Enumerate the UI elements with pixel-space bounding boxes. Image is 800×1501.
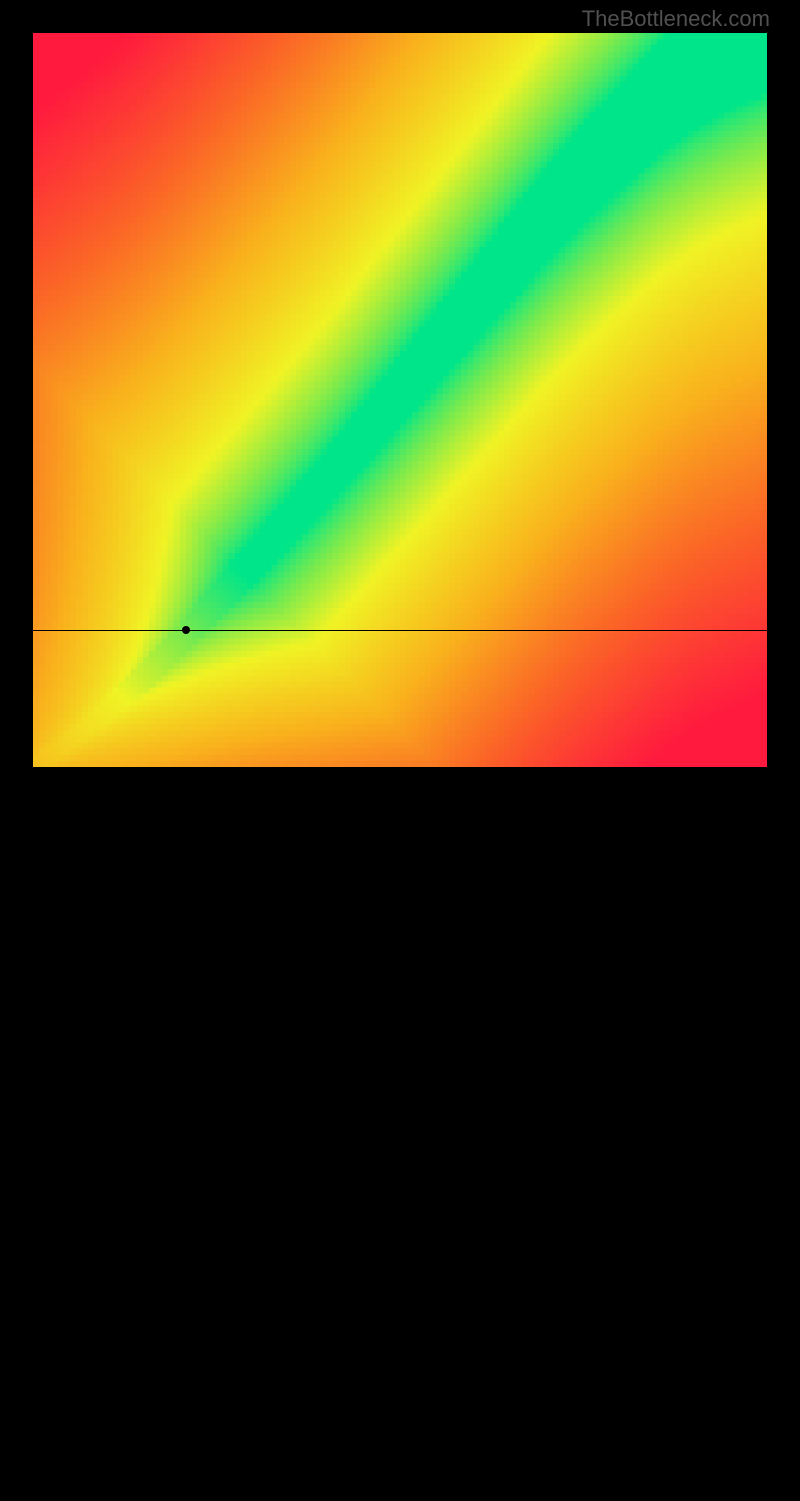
- data-point-marker: [182, 626, 190, 634]
- heatmap-canvas: [33, 33, 767, 767]
- crosshair-horizontal: [33, 630, 767, 631]
- crosshair-vertical: [186, 767, 187, 1501]
- heatmap-plot: [33, 33, 767, 767]
- watermark-text: TheBottleneck.com: [582, 6, 770, 32]
